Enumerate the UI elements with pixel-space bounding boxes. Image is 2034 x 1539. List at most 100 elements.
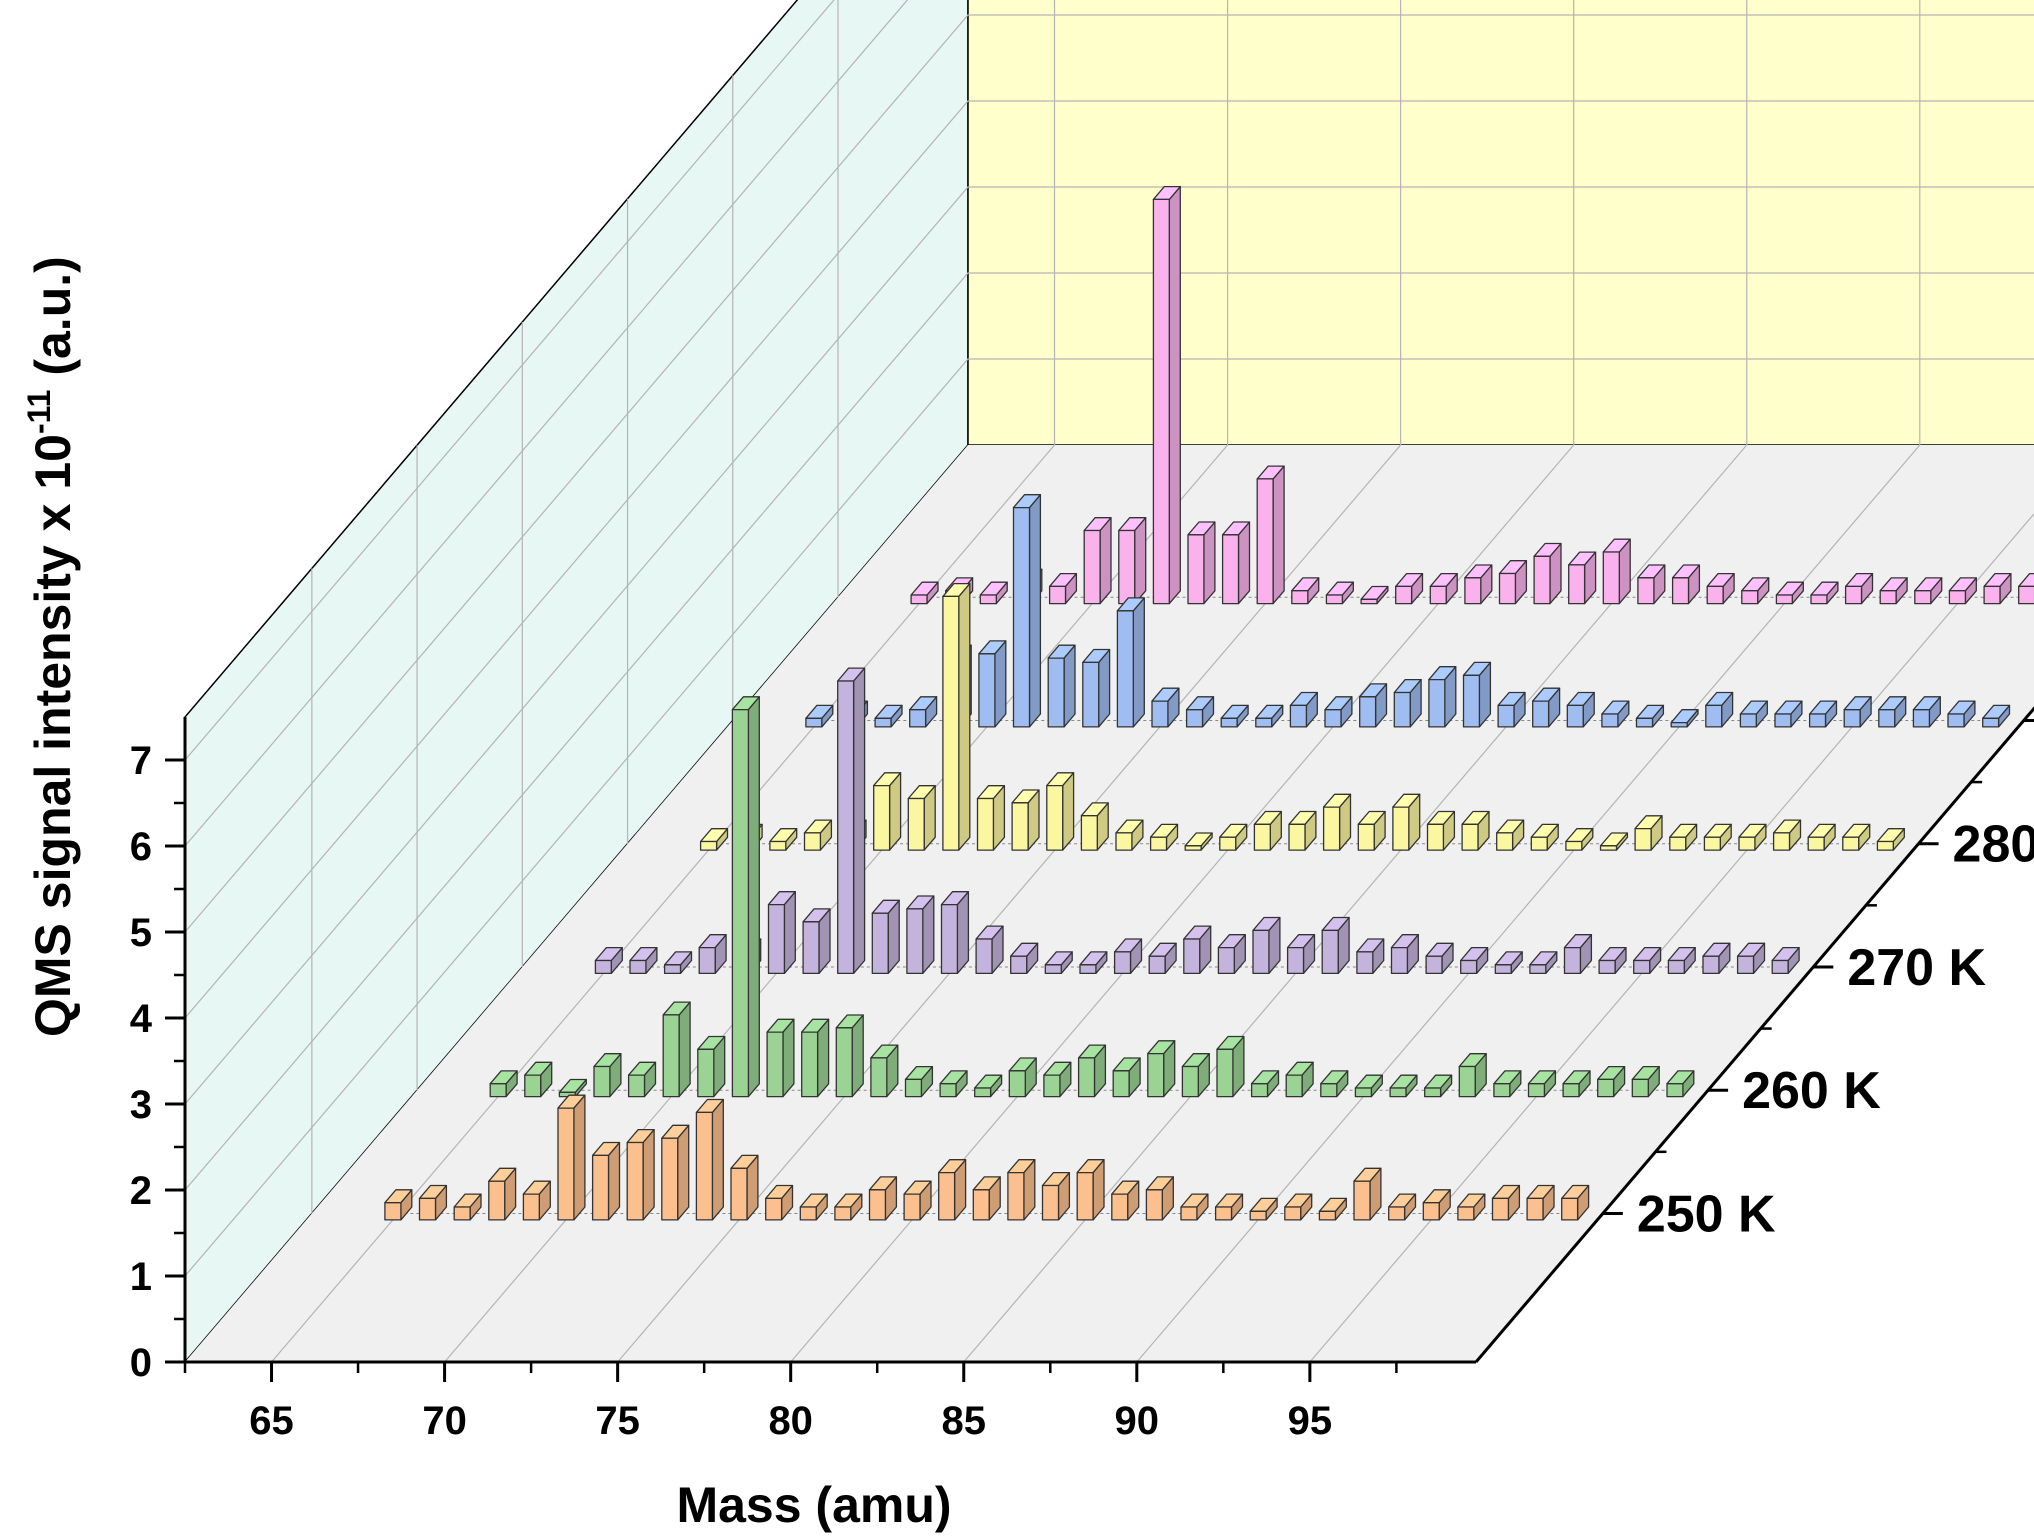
bar (1843, 696, 1872, 728)
bar-front (1183, 938, 1201, 975)
bar (904, 1065, 934, 1098)
bar-front (974, 1087, 992, 1098)
bar-front (1043, 1074, 1061, 1098)
bar (1879, 577, 1908, 605)
bar (834, 1193, 863, 1221)
bar (1077, 1044, 1107, 1098)
bar-side (958, 582, 971, 851)
bar-side (1134, 517, 1147, 605)
bar (1356, 938, 1385, 975)
bar-front (1703, 836, 1721, 851)
bar-front (1181, 1065, 1199, 1098)
series-label: 270 K (1847, 939, 1986, 997)
bar-front (1216, 1048, 1234, 1098)
bar (1634, 815, 1663, 851)
bar-front (766, 1031, 784, 1098)
bar-front (1185, 709, 1204, 728)
bar (979, 581, 1008, 605)
bar-front (1491, 1197, 1510, 1221)
bar (730, 1154, 759, 1221)
bar-front (799, 1206, 817, 1221)
bar-front (1879, 590, 1897, 605)
bar (1741, 577, 1770, 605)
gridline-y (184, 14, 2034, 933)
bar (1324, 696, 1353, 728)
bar-side (1132, 597, 1145, 728)
series-group (699, 582, 1905, 851)
y-axis-title-main: QMS signal intensity x 10 (25, 434, 81, 1037)
bar (1255, 704, 1284, 728)
bar (972, 1176, 1001, 1221)
bar (731, 696, 760, 1098)
bar-front (1360, 598, 1378, 605)
bar (1111, 1180, 1140, 1221)
bar-front (522, 1193, 540, 1221)
bar-front (1116, 610, 1134, 728)
bar (1667, 946, 1696, 975)
bar (1184, 832, 1213, 851)
series-group (805, 494, 2011, 728)
bar-side (642, 1128, 655, 1221)
bar-front (1010, 955, 1028, 975)
bar (1529, 951, 1558, 975)
bar (1774, 700, 1803, 728)
bar-front (1389, 1087, 1407, 1098)
bar-front (1115, 832, 1133, 851)
bar-front (1424, 1087, 1442, 1098)
bar-front (1221, 534, 1240, 605)
bar-front (1253, 823, 1271, 851)
bar (1249, 1197, 1278, 1221)
bar-front (697, 1048, 715, 1098)
bar-front (1599, 845, 1618, 851)
bar (1116, 597, 1145, 728)
bar (1007, 1159, 1036, 1221)
bar-front (1291, 590, 1309, 605)
bar (1149, 823, 1179, 851)
bar-front (1145, 1189, 1163, 1221)
bar (1151, 687, 1180, 728)
bar-front (1426, 823, 1445, 851)
bar (801, 1018, 830, 1098)
bar (1180, 1193, 1209, 1221)
bar (1461, 810, 1490, 851)
bar (1388, 1193, 1417, 1221)
bar-side (677, 1124, 690, 1221)
bar (1568, 551, 1597, 605)
bar-front (1706, 585, 1724, 605)
bar (1702, 942, 1731, 975)
bar-front (661, 1137, 679, 1221)
bar-front (1007, 1171, 1025, 1221)
bar (938, 1159, 967, 1221)
bar (1425, 942, 1454, 975)
bar-front (1356, 951, 1374, 975)
bar-front (1111, 1193, 1129, 1221)
bar-front (1219, 836, 1237, 851)
bar-front (1497, 704, 1515, 728)
bar (874, 704, 903, 728)
bar-front (1461, 823, 1479, 851)
z-tick-label: 7 (130, 739, 152, 783)
bar-front (1631, 1078, 1649, 1098)
bar-front (1493, 1083, 1511, 1098)
bar-front (1285, 1074, 1303, 1098)
bar (1462, 661, 1492, 728)
bar-front (730, 1167, 748, 1221)
bar-side (851, 1014, 864, 1098)
bar-front (976, 797, 995, 851)
bar (1494, 951, 1523, 975)
bar-front (1464, 577, 1482, 605)
bar (695, 1098, 724, 1221)
bar (1147, 1040, 1176, 1098)
bar (1220, 704, 1249, 728)
bar (1705, 691, 1734, 728)
bar-front (1914, 590, 1932, 605)
bar-front (594, 959, 612, 975)
bar (1008, 1057, 1037, 1098)
bar-side (1272, 465, 1285, 605)
back-wall (967, 0, 2034, 446)
bar (1325, 581, 1354, 605)
chart-labels: 0 1 2 3 4 5 6 7 65 70 75 80 85 90 95 250 K 260 K 270 K 280… (130, 739, 2034, 1443)
gridline-y (184, 100, 2034, 1019)
bar (1530, 823, 1559, 851)
bar-front (1775, 594, 1793, 605)
